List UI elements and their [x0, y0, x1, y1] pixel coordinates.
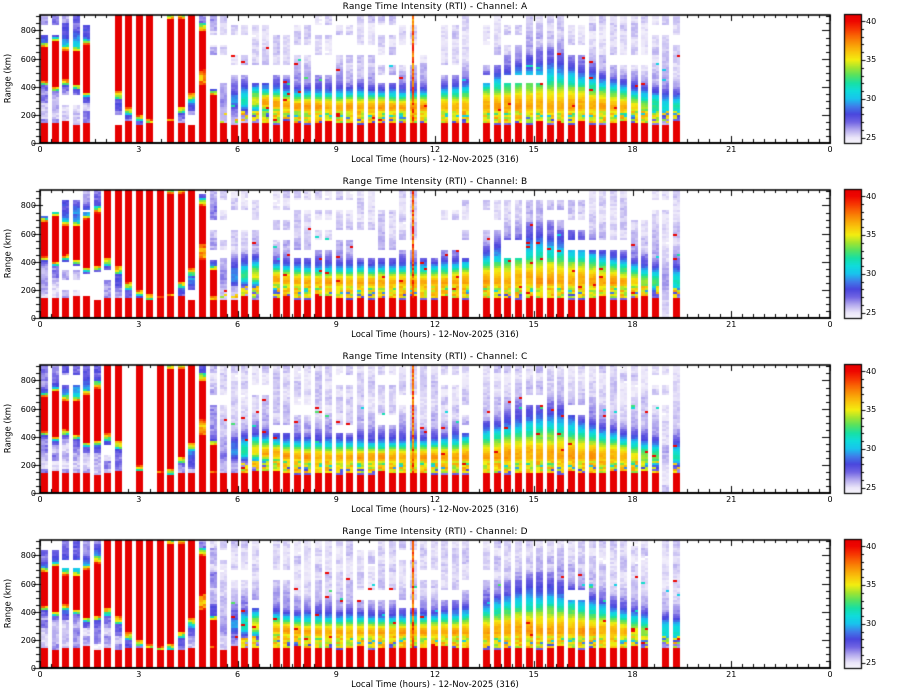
- x-tick-label: 3: [136, 495, 142, 504]
- x-tick-label: 12: [429, 495, 441, 504]
- y-tick-label: 600: [20, 579, 36, 589]
- y-tick-label: 400: [20, 257, 36, 267]
- x-tick-label: 3: [136, 320, 142, 329]
- y-tick-label: 400: [20, 432, 36, 442]
- y-tick-label: 200: [20, 285, 36, 295]
- y-tick-label: 600: [20, 404, 36, 414]
- y-axis-label: Range (km): [3, 578, 14, 629]
- x-tick-label: 9: [333, 495, 339, 504]
- x-tick-label: 0: [827, 320, 833, 329]
- colorbar-tick-label: 35: [866, 580, 877, 590]
- x-tick-label: 0: [37, 495, 43, 504]
- y-axis-label: Range (km): [3, 53, 14, 104]
- panel-title: Range Time Intensity (RTI) - Channel: A: [342, 2, 528, 12]
- y-tick-label: 400: [20, 82, 36, 92]
- x-tick-label: 6: [234, 670, 241, 679]
- colorbar-tick-label: 40: [866, 16, 877, 26]
- x-tick-label: 18: [627, 320, 638, 329]
- y-tick-label: 600: [20, 54, 36, 64]
- rti-heatmap-canvas: [0, 0, 900, 175]
- x-tick-label: 21: [726, 495, 737, 504]
- x-tick-label: 0: [37, 145, 43, 154]
- y-tick-label: 200: [20, 110, 36, 120]
- panel-title: Range Time Intensity (RTI) - Channel: C: [342, 352, 528, 362]
- x-tick-label: 0: [827, 145, 833, 154]
- y-tick-label: 200: [20, 635, 36, 645]
- x-axis-label: Local Time (hours) - 12-Nov-2025 (316): [351, 330, 519, 340]
- x-tick-label: 3: [136, 145, 142, 154]
- y-tick-label: 0: [30, 314, 36, 323]
- x-tick-label: 15: [528, 670, 539, 679]
- colorbar-tick-label: 40: [866, 541, 877, 551]
- x-tick-label: 6: [234, 495, 241, 504]
- x-tick-label: 3: [136, 670, 142, 679]
- colorbar-tick-label: 25: [866, 658, 877, 668]
- y-tick-label: 800: [20, 551, 36, 561]
- panel-title: Range Time Intensity (RTI) - Channel: D: [342, 527, 528, 537]
- x-tick-label: 15: [528, 320, 539, 329]
- x-tick-label: 12: [429, 320, 441, 329]
- colorbar-tick-label: 35: [866, 405, 877, 415]
- x-tick-label: 18: [627, 145, 638, 154]
- rti-panel-channel-c: Range Time Intensity (RTI) - Channel: C …: [0, 350, 900, 525]
- x-tick-label: 21: [726, 320, 737, 329]
- x-tick-label: 6: [234, 320, 241, 329]
- colorbar-tick-label: 40: [866, 191, 877, 201]
- x-tick-label: 15: [528, 495, 539, 504]
- colorbar-tick-label: 30: [866, 94, 877, 104]
- rti-heatmap-canvas: [0, 350, 900, 525]
- y-tick-label: 200: [20, 460, 36, 470]
- x-tick-label: 15: [528, 145, 539, 154]
- x-axis-label: Local Time (hours) - 12-Nov-2025 (316): [351, 155, 519, 165]
- y-tick-label: 800: [20, 201, 36, 211]
- x-axis-label: Local Time (hours) - 12-Nov-2025 (316): [351, 680, 519, 690]
- colorbar-tick-label: 40: [866, 366, 877, 376]
- x-tick-label: 12: [429, 670, 441, 679]
- y-tick-label: 400: [20, 607, 36, 617]
- x-tick-label: 21: [726, 145, 737, 154]
- rti-panel-channel-a: Range Time Intensity (RTI) - Channel: A …: [0, 0, 900, 175]
- y-axis-label: Range (km): [3, 403, 14, 454]
- y-tick-label: 0: [30, 489, 36, 498]
- rti-panel-channel-b: Range Time Intensity (RTI) - Channel: B …: [0, 175, 900, 350]
- y-tick-label: 0: [30, 664, 36, 673]
- x-tick-label: 0: [827, 495, 833, 504]
- x-tick-label: 6: [234, 145, 241, 154]
- y-tick-label: 0: [30, 139, 36, 148]
- y-tick-label: 600: [20, 229, 36, 239]
- colorbar-tick-label: 30: [866, 619, 877, 629]
- colorbar-tick-label: 25: [866, 483, 877, 493]
- x-tick-label: 9: [333, 670, 339, 679]
- x-tick-label: 18: [627, 670, 638, 679]
- colorbar-tick-label: 30: [866, 444, 877, 454]
- y-tick-label: 800: [20, 26, 36, 36]
- y-tick-label: 800: [20, 376, 36, 386]
- rti-panel-channel-d: Range Time Intensity (RTI) - Channel: D …: [0, 525, 900, 700]
- x-tick-label: 21: [726, 670, 737, 679]
- colorbar-tick-label: 30: [866, 269, 877, 279]
- colorbar-tick-label: 25: [866, 133, 877, 143]
- x-tick-label: 18: [627, 495, 638, 504]
- x-tick-label: 9: [333, 320, 339, 329]
- x-axis-label: Local Time (hours) - 12-Nov-2025 (316): [351, 505, 519, 515]
- panel-title: Range Time Intensity (RTI) - Channel: B: [342, 177, 528, 187]
- rti-heatmap-canvas: [0, 175, 900, 350]
- colorbar-tick-label: 35: [866, 230, 877, 240]
- colorbar-tick-label: 25: [866, 308, 877, 318]
- x-tick-label: 12: [429, 145, 441, 154]
- colorbar-tick-label: 35: [866, 55, 877, 65]
- rti-heatmap-canvas: [0, 525, 900, 700]
- x-tick-label: 9: [333, 145, 339, 154]
- y-axis-label: Range (km): [3, 228, 14, 279]
- x-tick-label: 0: [37, 670, 43, 679]
- x-tick-label: 0: [827, 670, 833, 679]
- x-tick-label: 0: [37, 320, 43, 329]
